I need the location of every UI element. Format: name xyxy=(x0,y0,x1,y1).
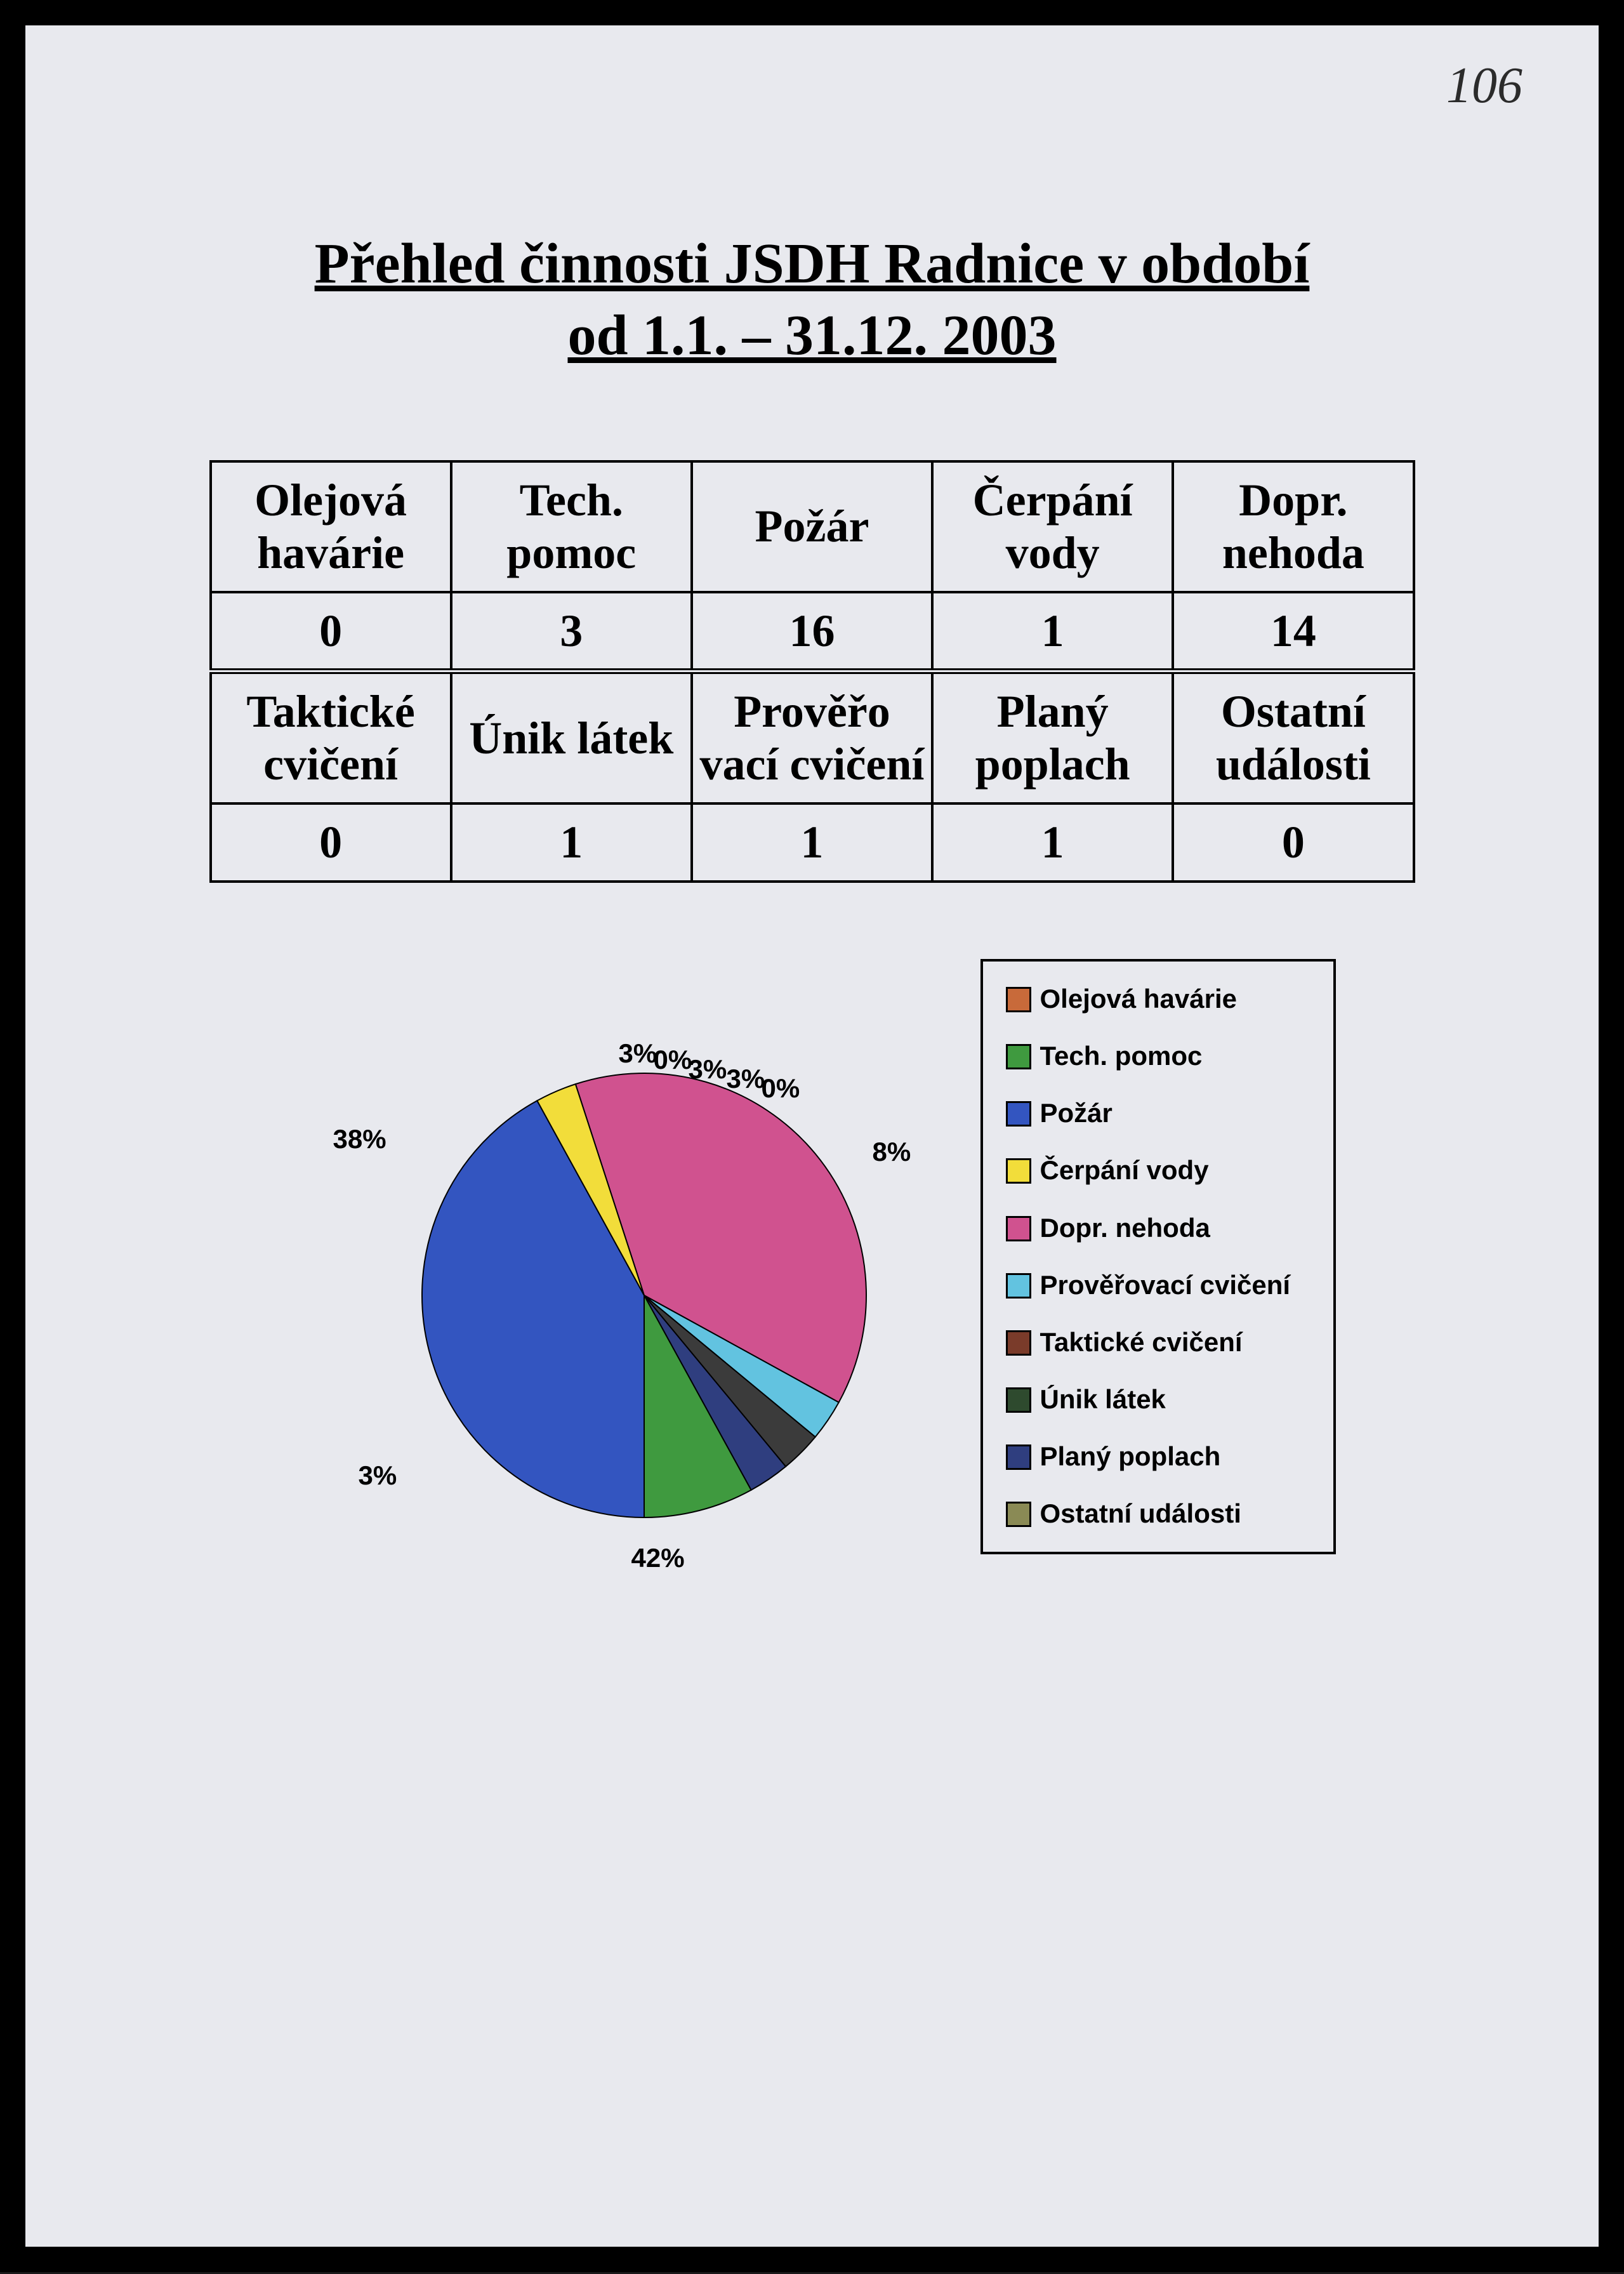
table-cell: Olejová havárie xyxy=(211,461,451,592)
table-cell: 16 xyxy=(692,592,932,671)
pie-chart-container: 38% 3% 0% 3% 3% 0% 8% 42% 3% xyxy=(289,959,955,1625)
pct-label-0a: 0% xyxy=(654,1045,692,1075)
table-cell: Tech. pomoc xyxy=(451,461,692,592)
legend-item: Požár xyxy=(1006,1099,1310,1128)
legend-swatch xyxy=(1006,1387,1031,1413)
title-line-1: Přehled činnosti JSDH Radnice v období xyxy=(315,232,1310,295)
legend-label: Dopr. nehoda xyxy=(1040,1213,1210,1243)
table-cell: 1 xyxy=(932,592,1173,671)
table-cell: Čerpání vody xyxy=(932,461,1173,592)
table-cell: 1 xyxy=(932,803,1173,882)
legend-swatch xyxy=(1006,1158,1031,1184)
legend-item: Olejová havárie xyxy=(1006,984,1310,1014)
pct-label-38: 38% xyxy=(333,1124,386,1154)
pct-label-3c: 3% xyxy=(727,1064,765,1094)
table-cell: Taktické cvičení xyxy=(211,671,451,803)
table-cell: 3 xyxy=(451,592,692,671)
legend-label: Únik látek xyxy=(1040,1385,1166,1414)
legend-label: Olejová havárie xyxy=(1040,984,1238,1014)
legend-item: Tech. pomoc xyxy=(1006,1041,1310,1071)
table-cell: 0 xyxy=(211,592,451,671)
summary-table: Olejová havárie Tech. pomoc Požár Čerpán… xyxy=(209,460,1415,883)
table-cell: 1 xyxy=(451,803,692,882)
table-cell: Planý poplach xyxy=(932,671,1173,803)
legend-item: Dopr. nehoda xyxy=(1006,1213,1310,1243)
table-cell: Požár xyxy=(692,461,932,592)
document-title: Přehled činnosti JSDH Radnice v období o… xyxy=(140,228,1484,371)
legend-label: Ostatní události xyxy=(1040,1499,1241,1528)
pct-label-42: 42% xyxy=(631,1543,685,1573)
document-paper: 106 Přehled činnosti JSDH Radnice v obdo… xyxy=(25,25,1599,2247)
legend-item: Únik látek xyxy=(1006,1385,1310,1414)
legend-label: Tech. pomoc xyxy=(1040,1041,1203,1071)
table-cell: Ostatní události xyxy=(1173,671,1413,803)
table-cell: 0 xyxy=(211,803,451,882)
pct-label-3a: 3% xyxy=(619,1038,657,1069)
table-cell: Prověřo vací cvičení xyxy=(692,671,932,803)
title-line-2: od 1.1. – 31.12. 2003 xyxy=(567,304,1056,367)
legend-swatch xyxy=(1006,987,1031,1012)
legend-swatch xyxy=(1006,1044,1031,1069)
legend-label: Čerpání vody xyxy=(1040,1156,1209,1185)
legend-swatch xyxy=(1006,1444,1031,1470)
table-row: Olejová havárie Tech. pomoc Požár Čerpán… xyxy=(211,461,1414,592)
pct-label-3d: 3% xyxy=(359,1460,397,1491)
pie-chart xyxy=(403,1041,911,1549)
legend-swatch xyxy=(1006,1216,1031,1241)
legend-label: Taktické cvičení xyxy=(1040,1328,1243,1357)
legend-item: Prověřovací cvičení xyxy=(1006,1271,1310,1300)
legend-item: Taktické cvičení xyxy=(1006,1328,1310,1357)
pct-label-0b: 0% xyxy=(762,1073,800,1104)
legend-swatch xyxy=(1006,1273,1031,1299)
table-cell: 14 xyxy=(1173,592,1413,671)
legend-item: Planý poplach xyxy=(1006,1442,1310,1471)
legend-label: Požár xyxy=(1040,1099,1112,1128)
table-cell: Dopr. nehoda xyxy=(1173,461,1413,592)
legend-swatch xyxy=(1006,1330,1031,1356)
pct-label-8: 8% xyxy=(873,1137,911,1167)
legend-item: Čerpání vody xyxy=(1006,1156,1310,1185)
pct-label-3b: 3% xyxy=(689,1054,727,1085)
table-cell: 1 xyxy=(692,803,932,882)
scan-frame: 106 Přehled činnosti JSDH Radnice v obdo… xyxy=(0,0,1624,2272)
chart-legend: Olejová havárie Tech. pomoc Požár Čerpán… xyxy=(980,959,1336,1554)
table-row: 0 3 16 1 14 xyxy=(211,592,1414,671)
chart-area: 38% 3% 0% 3% 3% 0% 8% 42% 3% Olejová hav… xyxy=(140,959,1484,1625)
legend-label: Planý poplach xyxy=(1040,1442,1221,1471)
legend-swatch xyxy=(1006,1101,1031,1127)
table-row: Taktické cvičení Únik látek Prověřo vací… xyxy=(211,671,1414,803)
legend-item: Ostatní události xyxy=(1006,1499,1310,1528)
legend-label: Prověřovací cvičení xyxy=(1040,1271,1291,1300)
table-row: 0 1 1 1 0 xyxy=(211,803,1414,882)
table-cell: 0 xyxy=(1173,803,1413,882)
page-number: 106 xyxy=(1446,57,1522,115)
legend-swatch xyxy=(1006,1502,1031,1527)
table-cell: Únik látek xyxy=(451,671,692,803)
